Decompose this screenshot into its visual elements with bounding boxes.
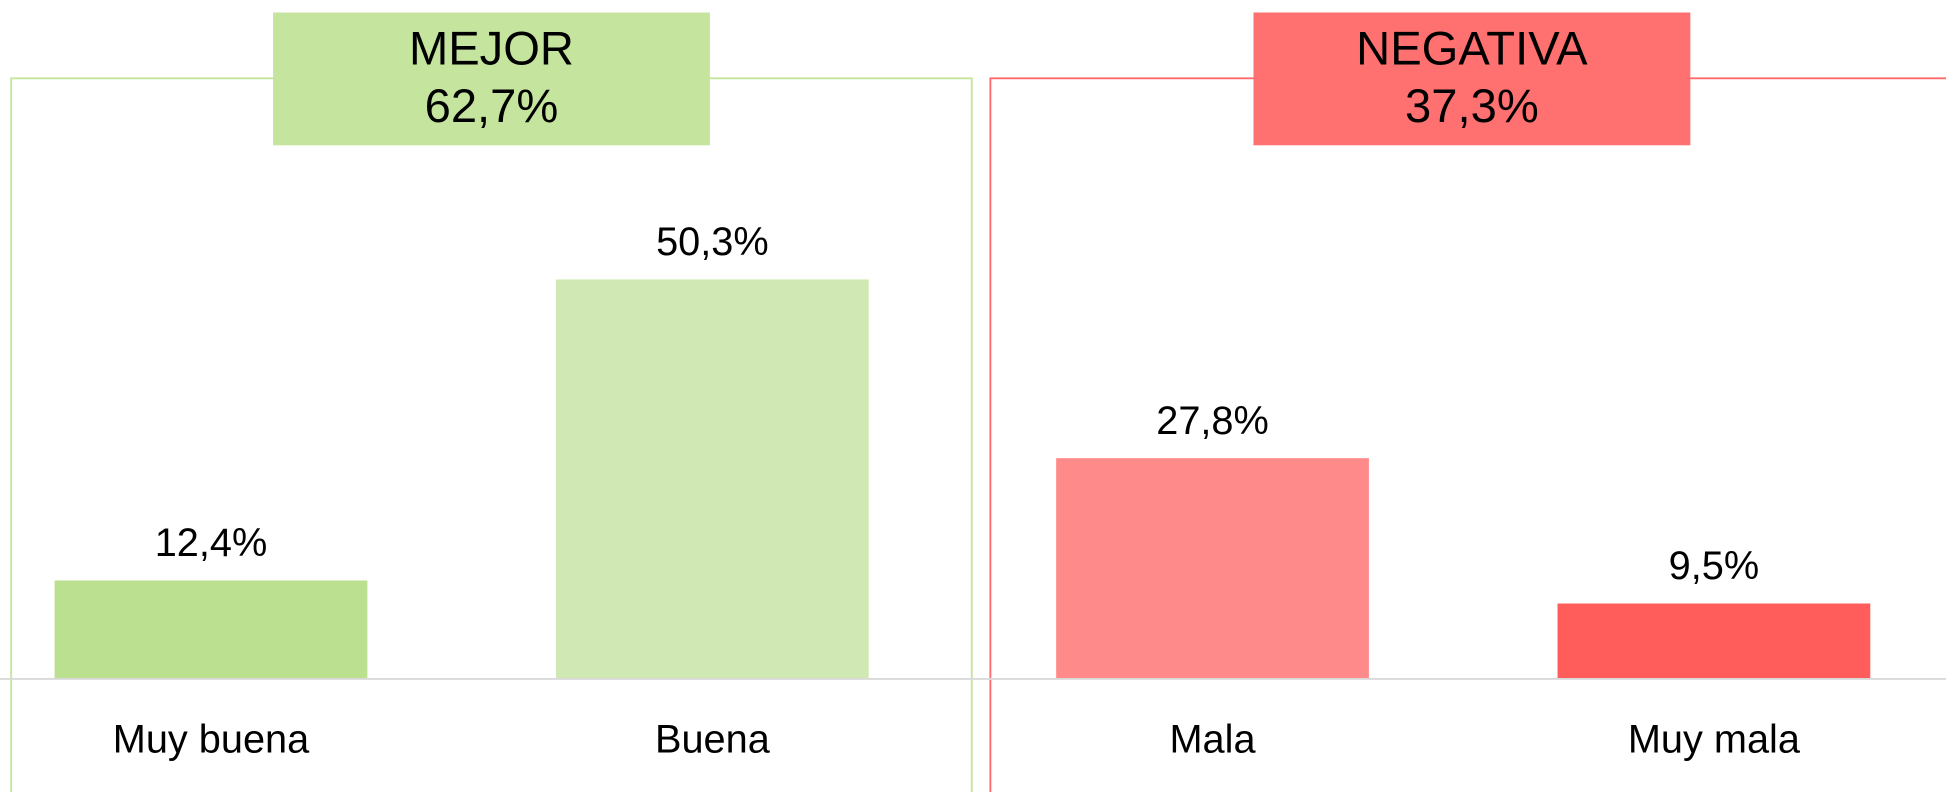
value-label: 9,5%: [1669, 544, 1760, 588]
x-tick-label: Mala: [1169, 718, 1256, 762]
value-label: 50,3%: [656, 220, 769, 264]
group-label: NEGATIVA: [1356, 22, 1588, 75]
value-label: 12,4%: [155, 521, 268, 565]
group-frame: [989, 77, 1946, 792]
value-label: 27,8%: [1156, 399, 1269, 443]
bar: [1557, 603, 1871, 679]
group-header: [1253, 12, 1691, 146]
group-header: [273, 12, 710, 146]
group-value: 37,3%: [1405, 79, 1539, 132]
group-value: 62,7%: [425, 79, 559, 132]
bar: [556, 279, 869, 679]
bar: [54, 580, 368, 679]
x-tick-label: Muy buena: [113, 718, 310, 762]
group-label: MEJOR: [409, 22, 574, 75]
bar: [1056, 458, 1369, 679]
x-tick-label: Muy mala: [1628, 718, 1801, 762]
x-tick-label: Buena: [655, 718, 771, 762]
